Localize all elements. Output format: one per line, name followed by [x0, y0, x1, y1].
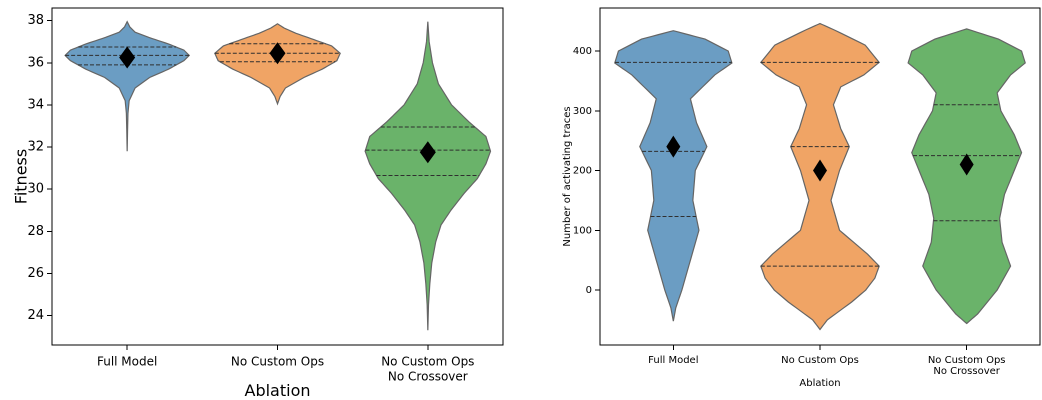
x-axis-title-fitness: Ablation [245, 381, 311, 400]
mean-marker-traces-2 [813, 159, 827, 182]
mean-marker-traces-1 [666, 135, 681, 158]
y-tick-label-traces-5: 400 [573, 46, 592, 57]
violin-traces-3 [907, 28, 1026, 325]
x-tick-label-fitness-2-line-1: No Custom Ops [231, 355, 324, 369]
x-tick-label-traces-3-line-2: No Crossover [933, 366, 1000, 377]
mean-marker-fitness-3 [419, 141, 436, 164]
y-tick-label-fitness-7: 36 [27, 55, 44, 70]
x-tick-label-traces-3-line-1: No Custom Ops [928, 355, 1006, 366]
x-tick-label-traces-1-line-1: Full Model [648, 355, 698, 366]
x-tick-label-fitness-3-line-2: No Crossover [388, 370, 468, 384]
x-axis-title-traces: Ablation [799, 378, 840, 389]
y-tick-label-traces-4: 300 [573, 106, 592, 117]
y-tick-label-fitness-5: 32 [27, 140, 44, 155]
y-axis-title-fitness: Fitness [12, 149, 31, 204]
violin-fitness-1 [64, 20, 191, 152]
y-tick-label-traces-1: 0 [586, 285, 592, 296]
y-tick-label-fitness-2: 26 [27, 266, 44, 281]
x-tick-label-fitness-3-line-1: No Custom Ops [381, 355, 474, 369]
y-tick-label-traces-2: 100 [573, 225, 592, 236]
y-tick-label-fitness-6: 34 [27, 97, 44, 112]
y-tick-label-fitness-8: 38 [27, 13, 44, 28]
mean-marker-fitness-2 [269, 42, 286, 65]
y-axis-title-traces: Number of activating traces [562, 106, 573, 246]
x-tick-label-traces-2-line-1: No Custom Ops [781, 355, 859, 366]
violin-fitness-3 [364, 21, 492, 331]
y-tick-label-fitness-1: 24 [27, 308, 44, 323]
y-tick-label-traces-3: 200 [573, 166, 592, 177]
y-tick-label-fitness-3: 28 [27, 224, 44, 239]
violin-traces-1 [614, 30, 733, 322]
y-tick-label-fitness-4: 30 [27, 182, 44, 197]
mean-marker-fitness-1 [119, 46, 136, 69]
x-tick-label-fitness-1-line-1: Full Model [97, 355, 157, 369]
mean-marker-traces-3 [959, 153, 974, 176]
